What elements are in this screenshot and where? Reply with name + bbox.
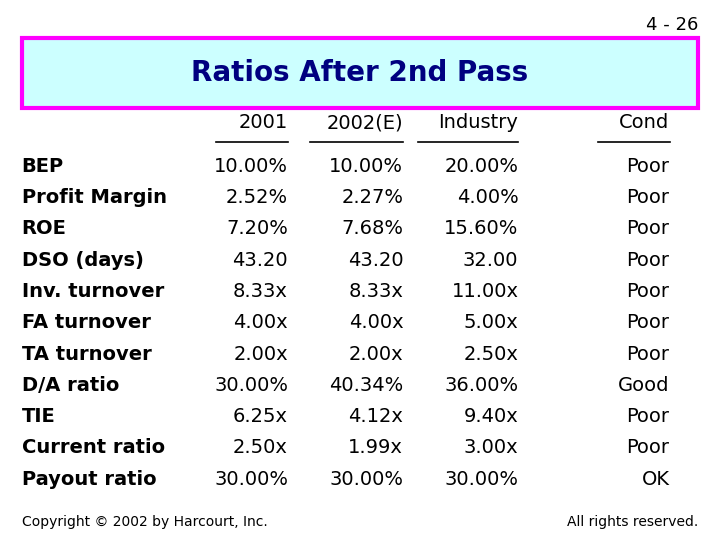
Text: D/A ratio: D/A ratio: [22, 376, 119, 395]
Text: Cond: Cond: [619, 113, 670, 132]
Text: 15.60%: 15.60%: [444, 219, 518, 238]
Text: Poor: Poor: [626, 157, 670, 176]
Text: Poor: Poor: [626, 313, 670, 332]
Text: 4.00x: 4.00x: [348, 313, 403, 332]
Text: All rights reserved.: All rights reserved.: [567, 515, 698, 529]
Text: 2002(E): 2002(E): [327, 113, 403, 132]
Text: 20.00%: 20.00%: [444, 157, 518, 176]
Text: Poor: Poor: [626, 282, 670, 301]
Text: 2.52%: 2.52%: [226, 188, 288, 207]
Text: ROE: ROE: [22, 219, 66, 238]
Text: 4.12x: 4.12x: [348, 407, 403, 426]
Text: 40.34%: 40.34%: [329, 376, 403, 395]
Text: 36.00%: 36.00%: [444, 376, 518, 395]
Text: 2001: 2001: [239, 113, 288, 132]
Text: Industry: Industry: [438, 113, 518, 132]
Text: 4.00%: 4.00%: [456, 188, 518, 207]
Text: 6.25x: 6.25x: [233, 407, 288, 426]
Text: 30.00%: 30.00%: [214, 470, 288, 489]
Text: 4.00x: 4.00x: [233, 313, 288, 332]
Text: Poor: Poor: [626, 219, 670, 238]
Text: Poor: Poor: [626, 188, 670, 207]
Text: Poor: Poor: [626, 345, 670, 363]
Text: 43.20: 43.20: [348, 251, 403, 269]
Text: FA turnover: FA turnover: [22, 313, 150, 332]
Text: Poor: Poor: [626, 438, 670, 457]
Text: DSO (days): DSO (days): [22, 251, 143, 269]
Text: 30.00%: 30.00%: [214, 376, 288, 395]
Text: 4 - 26: 4 - 26: [646, 16, 698, 34]
Text: 1.99x: 1.99x: [348, 438, 403, 457]
Text: 3.00x: 3.00x: [464, 438, 518, 457]
Text: 30.00%: 30.00%: [444, 470, 518, 489]
Text: 2.00x: 2.00x: [348, 345, 403, 363]
Text: Current ratio: Current ratio: [22, 438, 165, 457]
Text: Ratios After 2nd Pass: Ratios After 2nd Pass: [192, 59, 528, 87]
Text: 10.00%: 10.00%: [214, 157, 288, 176]
FancyBboxPatch shape: [22, 38, 698, 108]
Text: Copyright © 2002 by Harcourt, Inc.: Copyright © 2002 by Harcourt, Inc.: [22, 515, 267, 529]
Text: 2.00x: 2.00x: [233, 345, 288, 363]
Text: 10.00%: 10.00%: [329, 157, 403, 176]
Text: 7.20%: 7.20%: [226, 219, 288, 238]
Text: 11.00x: 11.00x: [451, 282, 518, 301]
Text: 43.20: 43.20: [233, 251, 288, 269]
Text: 2.50x: 2.50x: [464, 345, 518, 363]
Text: 8.33x: 8.33x: [348, 282, 403, 301]
Text: Poor: Poor: [626, 251, 670, 269]
Text: 9.40x: 9.40x: [464, 407, 518, 426]
Text: Inv. turnover: Inv. turnover: [22, 282, 164, 301]
Text: Payout ratio: Payout ratio: [22, 470, 156, 489]
Text: 2.27%: 2.27%: [341, 188, 403, 207]
Text: 30.00%: 30.00%: [329, 470, 403, 489]
Text: BEP: BEP: [22, 157, 64, 176]
Text: 7.68%: 7.68%: [341, 219, 403, 238]
Text: OK: OK: [642, 470, 670, 489]
Text: 32.00: 32.00: [463, 251, 518, 269]
Text: Good: Good: [618, 376, 670, 395]
Text: 2.50x: 2.50x: [233, 438, 288, 457]
Text: 8.33x: 8.33x: [233, 282, 288, 301]
Text: 5.00x: 5.00x: [464, 313, 518, 332]
Text: TA turnover: TA turnover: [22, 345, 151, 363]
Text: Profit Margin: Profit Margin: [22, 188, 166, 207]
Text: TIE: TIE: [22, 407, 55, 426]
Text: Poor: Poor: [626, 407, 670, 426]
